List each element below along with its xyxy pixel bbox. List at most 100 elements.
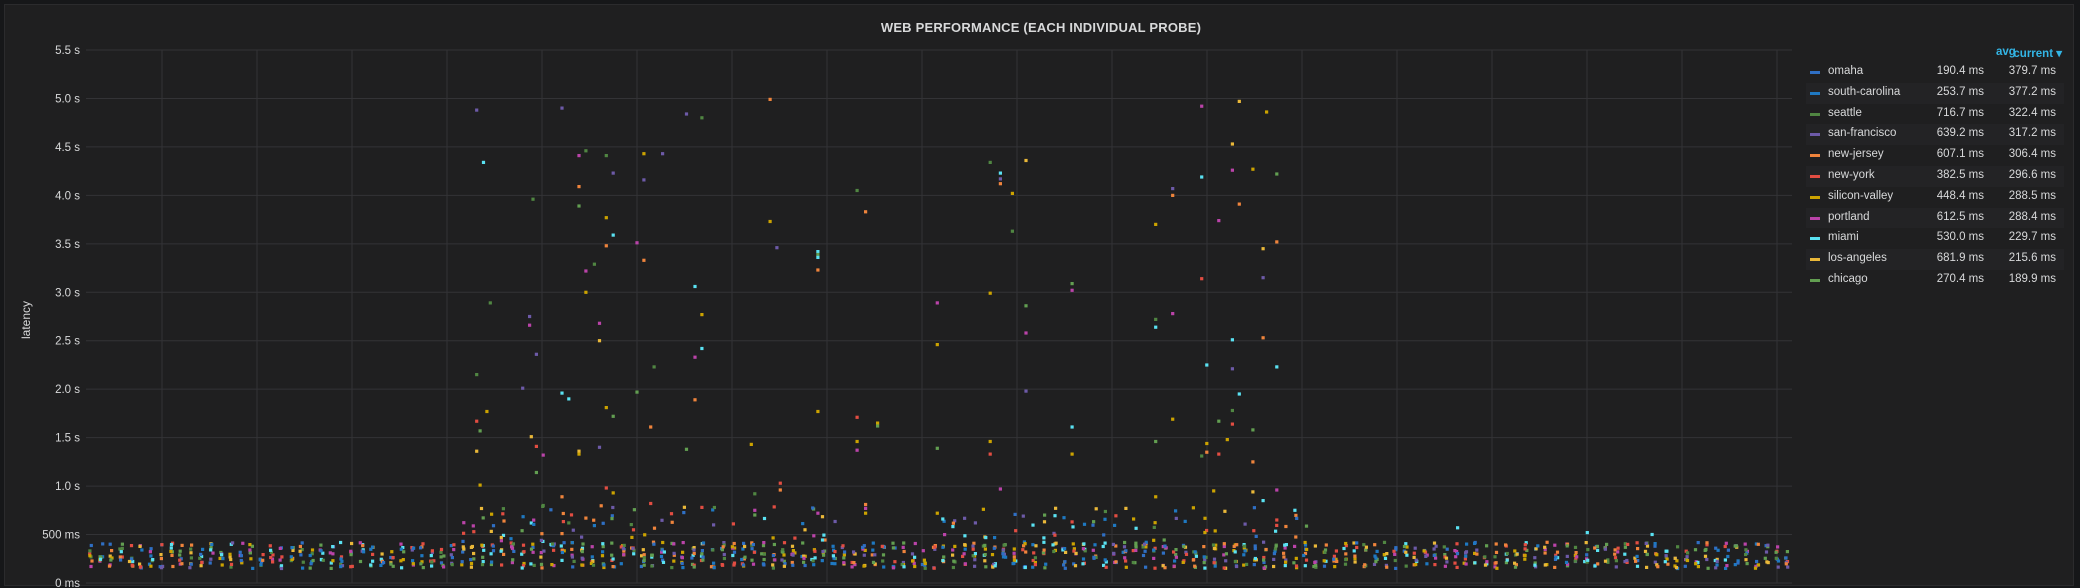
baseline-probe-point xyxy=(580,546,585,550)
baseline-probe-point xyxy=(489,529,493,533)
baseline-probe-point xyxy=(672,559,676,563)
baseline-probe-point xyxy=(1274,544,1278,548)
baseline-probe-point xyxy=(661,540,665,545)
legend-series-name[interactable]: san-francisco xyxy=(1828,127,1897,140)
baseline-probe-point xyxy=(321,558,325,562)
baseline-probe-point xyxy=(249,557,253,561)
y-tick-label: 500 ms xyxy=(42,530,80,542)
baseline-probe-point xyxy=(873,553,877,557)
legend-current-value: 306.4 ms xyxy=(2008,148,2056,161)
baseline-probe-point xyxy=(1181,560,1185,564)
baseline-probe-point xyxy=(1274,529,1278,533)
current-column-header[interactable]: current ▾ xyxy=(2013,48,2062,60)
baseline-probe-point xyxy=(1696,565,1700,569)
legend-current-value: 377.2 ms xyxy=(2008,85,2056,98)
baseline-probe-point xyxy=(329,561,333,565)
baseline-probe-point xyxy=(1703,554,1708,558)
baseline-probe-point xyxy=(1294,513,1298,517)
baseline-probe-point xyxy=(391,556,395,560)
legend-item-miami[interactable]: miami 530.0 ms 229.7 ms xyxy=(1806,228,2064,249)
baseline-probe-point xyxy=(1112,551,1116,555)
baseline-probe-point xyxy=(469,561,474,566)
baseline-probe-point xyxy=(1132,517,1136,521)
baseline-probe-point xyxy=(862,553,866,557)
baseline-probe-point xyxy=(572,559,576,563)
baseline-probe-point xyxy=(1585,560,1589,564)
baseline-probe-point xyxy=(1143,549,1147,553)
baseline-probe-point xyxy=(1505,558,1509,562)
baseline-probe-point xyxy=(840,545,844,550)
baseline-probe-point xyxy=(1754,542,1758,546)
legend-series-name[interactable]: omaha xyxy=(1828,65,1864,77)
legend-avg-value: 448.4 ms xyxy=(1936,189,1984,202)
legend-item-seattle[interactable]: seattle 716.7 ms 322.4 ms xyxy=(1806,104,2064,125)
baseline-probe-point xyxy=(1556,556,1560,560)
probe-point-miami xyxy=(1456,526,1460,530)
series-color-swatch xyxy=(1810,174,1820,178)
avg-column-header[interactable]: avg xyxy=(1996,46,2016,58)
legend-series-name[interactable]: portland xyxy=(1828,210,1870,223)
baseline-probe-point xyxy=(902,549,906,554)
baseline-probe-point xyxy=(1054,506,1058,510)
baseline-probe-point xyxy=(800,554,804,559)
baseline-probe-point xyxy=(361,544,365,548)
probe-point-silicon-valley xyxy=(1265,110,1269,114)
baseline-probe-point xyxy=(1664,554,1668,558)
baseline-probe-point xyxy=(1353,560,1357,564)
probe-point-silicon-valley xyxy=(1212,489,1216,493)
baseline-probe-point xyxy=(1625,560,1629,564)
baseline-probe-point xyxy=(600,554,605,558)
baseline-probe-point xyxy=(772,505,776,509)
probe-point-new-jersey xyxy=(649,425,653,429)
baseline-probe-point xyxy=(842,556,846,560)
probe-point-chicago xyxy=(1070,282,1074,286)
baseline-probe-point xyxy=(1405,553,1409,557)
baseline-probe-point xyxy=(1754,564,1758,568)
baseline-probe-point xyxy=(843,550,847,554)
baseline-probe-point xyxy=(803,528,807,532)
legend-avg-value: 607.1 ms xyxy=(1936,148,1984,161)
baseline-probe-point xyxy=(149,564,153,568)
baseline-probe-point xyxy=(730,545,734,549)
baseline-probe-point xyxy=(1103,517,1107,521)
legend-series-name[interactable]: seattle xyxy=(1828,106,1862,119)
legend-series-name[interactable]: los-angeles xyxy=(1828,252,1887,265)
baseline-probe-point xyxy=(1031,543,1035,547)
probe-point-new-jersey xyxy=(778,488,782,492)
legend-series-name[interactable]: new-york xyxy=(1828,168,1875,181)
baseline-probe-point xyxy=(1693,548,1698,552)
legend-series-name[interactable]: silicon-valley xyxy=(1828,189,1894,202)
baseline-probe-point xyxy=(299,553,303,557)
probe-point-miami xyxy=(693,284,697,289)
baseline-probe-point xyxy=(812,534,816,538)
baseline-probe-point xyxy=(1566,562,1570,566)
baseline-probe-point xyxy=(178,549,182,553)
baseline-probe-point xyxy=(820,559,824,563)
probe-point-new-york xyxy=(1275,518,1279,522)
legend-item-new-jersey[interactable]: new-jersey 607.1 ms 306.4 ms xyxy=(1806,145,2064,166)
baseline-probe-point xyxy=(891,546,895,550)
legend-series-name[interactable]: new-jersey xyxy=(1828,148,1884,161)
legend-item-san-francisco[interactable]: san-francisco 639.2 ms 317.2 ms xyxy=(1806,124,2064,146)
legend-item-omaha[interactable]: omaha 190.4 ms 379.7 ms xyxy=(1806,62,2064,83)
baseline-probe-point xyxy=(1093,543,1097,547)
legend-item-portland[interactable]: portland 612.5 ms 288.4 ms xyxy=(1806,207,2064,229)
legend-item-south-carolina[interactable]: south-carolina 253.7 ms 377.2 ms xyxy=(1806,82,2064,104)
probe-point-seattle xyxy=(652,365,656,369)
baseline-probe-point xyxy=(521,564,526,568)
baseline-probe-point xyxy=(310,552,314,556)
baseline-probe-point xyxy=(971,554,975,558)
legend-item-new-york[interactable]: new-york 382.5 ms 296.6 ms xyxy=(1806,165,2064,187)
legend-series-name[interactable]: chicago xyxy=(1828,272,1868,285)
baseline-probe-point xyxy=(1042,536,1046,540)
baseline-probe-point xyxy=(339,565,343,569)
legend-item-silicon-valley[interactable]: silicon-valley 448.4 ms 288.5 ms xyxy=(1806,187,2064,208)
probe-point-silicon-valley xyxy=(855,439,859,444)
legend-series-name[interactable]: miami xyxy=(1828,231,1859,244)
legend-item-chicago[interactable]: chicago 270.4 ms 189.9 ms xyxy=(1806,270,2064,291)
legend-series-name[interactable]: south-carolina xyxy=(1828,85,1901,98)
baseline-probe-point xyxy=(421,542,425,546)
baseline-probe-point xyxy=(771,536,775,540)
legend-item-los-angeles[interactable]: los-angeles 681.9 ms 215.6 ms xyxy=(1806,249,2064,270)
baseline-probe-point xyxy=(350,541,354,546)
